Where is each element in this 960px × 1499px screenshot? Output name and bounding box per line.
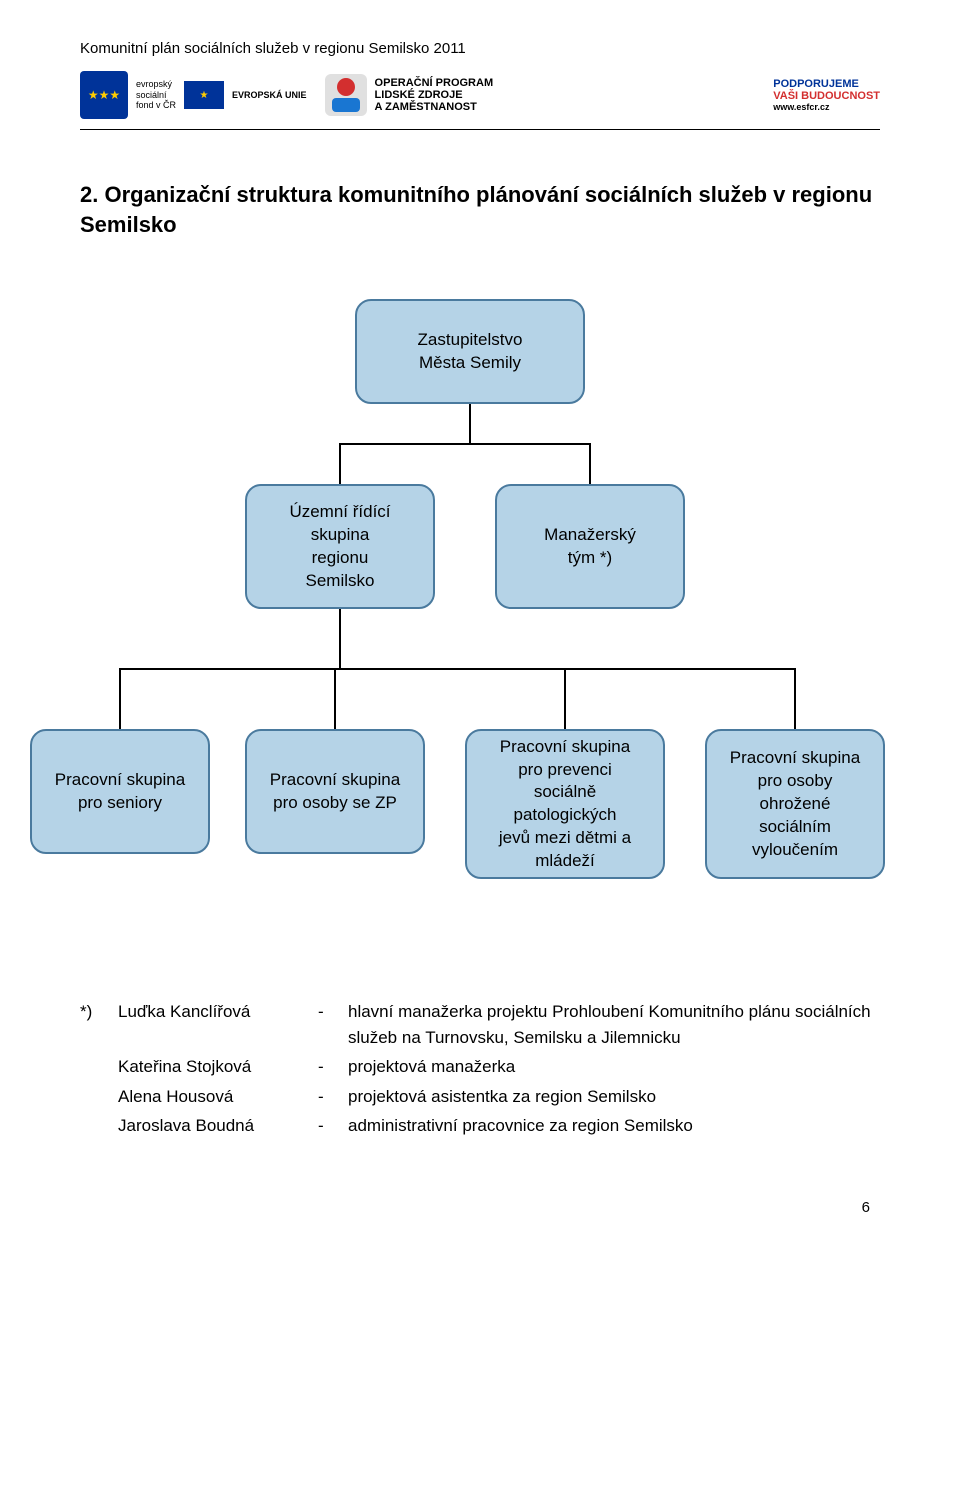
connector-line	[469, 404, 471, 444]
logo-strip: evropský sociální fond v ČR EVROPSKÁ UNI…	[80, 65, 880, 130]
connector-line	[119, 669, 121, 729]
op-line2: LIDSKÉ ZDROJE	[375, 89, 494, 101]
footnote-dash: -	[318, 999, 348, 1050]
footnote-marker	[80, 1084, 118, 1110]
org-node-root: Zastupitelstvo Města Semily	[355, 299, 585, 404]
esf-line3: fond v ČR	[136, 100, 176, 111]
document-header: Komunitní plán sociálních služeb v regio…	[80, 40, 880, 57]
esf-flag-icon	[80, 71, 128, 119]
footnote-desc: projektová asistentka za region Semilsko	[348, 1084, 880, 1110]
pod-url: www.esfcr.cz	[773, 102, 880, 113]
connector-line	[334, 669, 336, 729]
footnote-row: Kateřina Stojková-projektová manažerka	[80, 1054, 880, 1080]
footnote-block: *)Luďka Kanclířová-hlavní manažerka proj…	[80, 999, 880, 1139]
footnote-dash: -	[318, 1054, 348, 1080]
footnote-row: Jaroslava Boudná-administrativní pracovn…	[80, 1113, 880, 1139]
footnote-desc: projektová manažerka	[348, 1054, 880, 1080]
footnote-dash: -	[318, 1084, 348, 1110]
connector-line	[589, 444, 591, 484]
org-node-child_left: Územní řídící skupina regionu Semilsko	[245, 484, 435, 609]
connector-line	[564, 669, 566, 729]
pod-line2: VAŠI BUDOUCNOST	[773, 90, 880, 102]
op-logo-icon	[325, 74, 367, 116]
section-title: 2. Organizační struktura komunitního plá…	[80, 180, 880, 239]
org-node-leaf4: Pracovní skupina pro osoby ohrožené soci…	[705, 729, 885, 879]
footnote-marker: *)	[80, 999, 118, 1050]
footnote-desc: hlavní manažerka projektu Prohloubení Ko…	[348, 999, 880, 1050]
footnote-name: Kateřina Stojková	[118, 1054, 318, 1080]
connector-line	[339, 609, 341, 669]
esf-logo: evropský sociální fond v ČR EVROPSKÁ UNI…	[80, 71, 307, 119]
footnote-marker	[80, 1054, 118, 1080]
org-node-leaf3: Pracovní skupina pro prevenci sociálně p…	[465, 729, 665, 879]
org-node-leaf1: Pracovní skupina pro seniory	[30, 729, 210, 854]
footnote-desc: administrativní pracovnice za region Sem…	[348, 1113, 880, 1139]
footnote-name: Jaroslava Boudná	[118, 1113, 318, 1139]
org-node-leaf2: Pracovní skupina pro osoby se ZP	[245, 729, 425, 854]
connector-line	[339, 444, 341, 484]
op-line3: A ZAMĚSTNANOST	[375, 101, 494, 113]
connector-line	[794, 669, 796, 729]
footnote-row: Alena Housová-projektová asistentka za r…	[80, 1084, 880, 1110]
footnote-dash: -	[318, 1113, 348, 1139]
connector-line	[339, 443, 591, 445]
esf-line2: sociální	[136, 90, 176, 101]
esf-line4: EVROPSKÁ UNIE	[232, 90, 307, 101]
eu-flag-icon	[184, 81, 224, 109]
org-node-child_right: Manažerský tým *)	[495, 484, 685, 609]
op-logo: OPERAČNÍ PROGRAM LIDSKÉ ZDROJE A ZAMĚSTN…	[325, 74, 494, 116]
footnote-name: Alena Housová	[118, 1084, 318, 1110]
org-chart: Zastupitelstvo Města Semily Územní řídící…	[80, 299, 880, 919]
footnote-row: *)Luďka Kanclířová-hlavní manažerka proj…	[80, 999, 880, 1050]
page-number: 6	[80, 1199, 880, 1216]
esf-line1: evropský	[136, 79, 176, 90]
pod-line1: PODPORUJEME	[773, 78, 880, 90]
connector-line	[119, 668, 796, 670]
op-line1: OPERAČNÍ PROGRAM	[375, 77, 494, 89]
footnote-marker	[80, 1113, 118, 1139]
podporujeme-logo: PODPORUJEME VAŠI BUDOUCNOST www.esfcr.cz	[773, 78, 880, 113]
footnote-name: Luďka Kanclířová	[118, 999, 318, 1050]
